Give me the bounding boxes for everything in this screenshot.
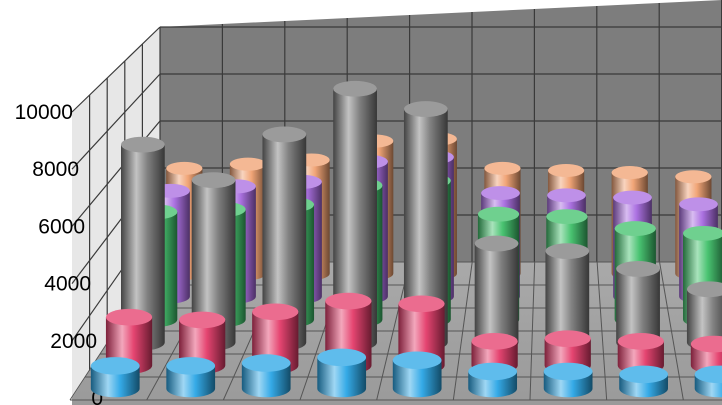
y-tick-label: 0 <box>91 387 103 405</box>
bars <box>90 80 722 398</box>
y-tick-label: 6000 <box>38 215 85 238</box>
bar <box>241 354 291 398</box>
bar <box>191 172 236 351</box>
bar <box>392 351 442 398</box>
bar <box>90 357 140 398</box>
side-wall <box>72 27 160 398</box>
bar <box>686 281 722 351</box>
y-tick-label: 10000 <box>15 101 73 124</box>
bar <box>619 365 668 398</box>
bar <box>262 126 307 351</box>
y-axis: 0 2000 4000 6000 8000 10000 <box>15 101 103 405</box>
bar <box>474 235 519 351</box>
bar <box>616 261 660 351</box>
bar <box>617 333 664 374</box>
y-tick-label: 2000 <box>50 330 97 353</box>
y-tick-label: 4000 <box>44 273 91 296</box>
bar <box>317 348 367 398</box>
bar <box>545 243 590 351</box>
y-tick-label: 8000 <box>32 158 79 181</box>
bar <box>403 101 448 351</box>
bar <box>543 362 593 398</box>
bar <box>468 362 518 398</box>
bar <box>120 136 165 351</box>
bar <box>694 365 722 398</box>
bar <box>333 80 377 351</box>
bar <box>166 357 216 398</box>
